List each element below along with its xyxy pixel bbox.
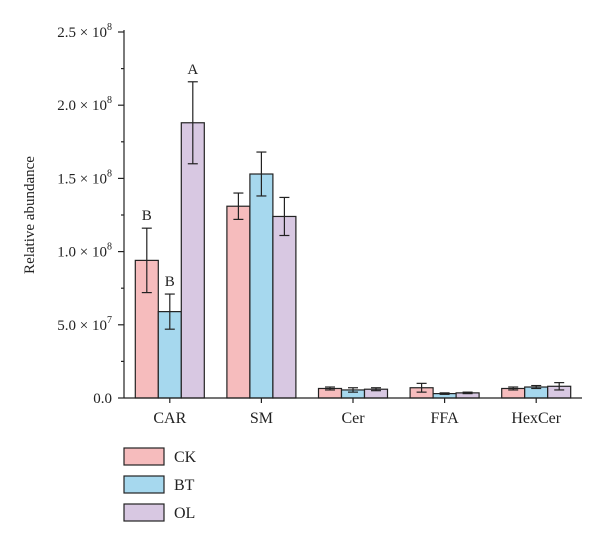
significance-label: A: [187, 62, 198, 78]
category-labels-layer: CAR SM Cer FFA HexCer: [153, 398, 562, 427]
x-tick-label: Cer: [341, 410, 365, 427]
bar-ck-sm: [226, 205, 251, 399]
error-bar-bt-car: [164, 293, 175, 330]
y-tick-label: 0.0: [93, 391, 112, 407]
legend-label: CK: [174, 449, 197, 466]
legend: CK BT OL: [123, 447, 197, 522]
error-bar-bt-sm: [256, 151, 267, 197]
y-axis-title: Relative abundance: [22, 156, 38, 274]
significance-label: B: [142, 208, 152, 224]
legend-swatch: [123, 503, 165, 522]
x-tick-label: CAR: [153, 410, 186, 427]
y-ticks-layer: 0.0 5.0 × 107 1.0 × 108 1.5 × 108 2.0 × 108 2…: [57, 22, 124, 407]
x-tick-label: SM: [250, 410, 273, 427]
error-bar-ol-cer: [371, 387, 381, 392]
y-tick-label: 5.0 × 107: [57, 315, 112, 334]
legend-label: OL: [174, 505, 195, 522]
error-bar-ck-hexcer: [508, 386, 519, 391]
legend-swatch: [123, 447, 165, 466]
error-bar-bt-ffa: [439, 392, 450, 395]
legend-item-bt: BT: [123, 475, 195, 494]
legend-swatch: [123, 475, 165, 494]
y-tick-label: 1.0 × 108: [57, 242, 112, 261]
x-tick-label: HexCer: [511, 410, 561, 427]
y-tick-label: 1.5 × 108: [57, 168, 112, 187]
legend-item-ck: CK: [123, 447, 197, 466]
bar-bt-sm: [249, 173, 274, 399]
error-bar-ck-ffa: [416, 382, 427, 393]
y-tick-label: 2.0 × 108: [57, 95, 112, 114]
bars-layer: [134, 122, 572, 399]
legend-label: BT: [174, 477, 195, 494]
error-bar-ck-sm: [233, 192, 244, 220]
error-bar-bt-hexcer: [531, 384, 542, 390]
bar-ol-sm: [272, 215, 297, 399]
error-bar-ol-ffa: [462, 391, 473, 395]
legend-item-ol: OL: [123, 503, 195, 522]
error-bars-layer: [141, 81, 565, 395]
error-bar-ck-cer: [325, 386, 335, 391]
error-bar-bt-cer: [348, 387, 358, 393]
y-tick-label: 2.5 × 108: [57, 22, 112, 41]
annotations-layer: B B A: [142, 62, 199, 290]
error-bar-ck-car: [141, 227, 152, 294]
significance-label: B: [165, 274, 175, 290]
error-bar-ol-hexcer: [554, 382, 565, 391]
error-bar-ol-car: [187, 81, 198, 165]
error-bar-ol-sm: [279, 196, 290, 237]
x-tick-label: FFA: [431, 410, 460, 427]
